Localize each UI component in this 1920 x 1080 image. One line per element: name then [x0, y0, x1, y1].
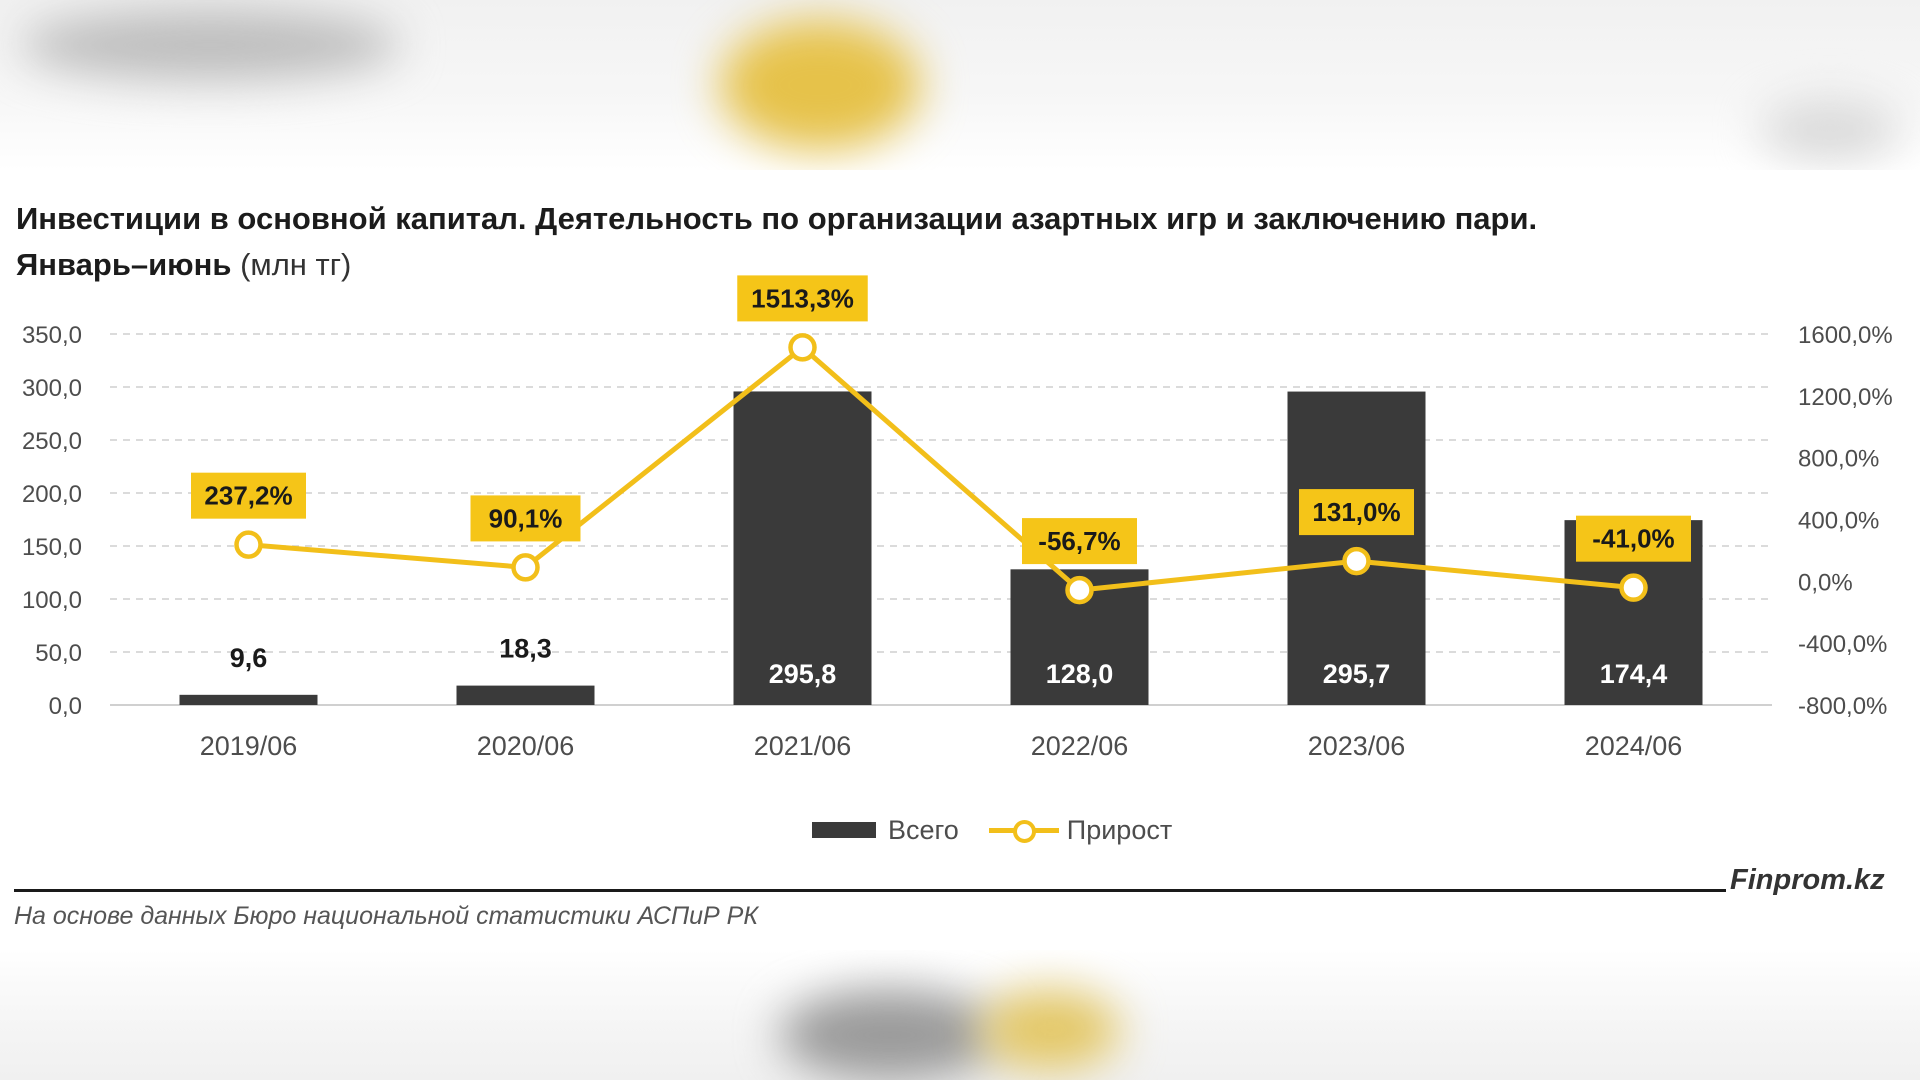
legend-line-swatch: [988, 820, 1059, 843]
x-tick-label: 2023/06: [1308, 731, 1406, 761]
bar: [179, 694, 318, 705]
growth-label: -56,7%: [1038, 526, 1120, 556]
growth-label: 237,2%: [204, 481, 292, 511]
y-right-tick-label: -400,0%: [1798, 631, 1887, 658]
growth-label-box: [470, 495, 581, 542]
x-tick-label: 2019/06: [200, 731, 298, 761]
bar-value-label: 18,3: [499, 634, 552, 664]
growth-label: -41,0%: [1592, 524, 1674, 554]
y-left-tick-label: 350,0: [22, 322, 82, 349]
bar-value-label: 295,8: [769, 659, 837, 689]
growth-label-box: [737, 275, 868, 322]
blurred-logo-left: [20, 10, 400, 80]
y-left-tick-label: 150,0: [22, 534, 82, 561]
y-right-tick-label: -800,0%: [1798, 693, 1887, 720]
y-left-tick-label: 100,0: [22, 587, 82, 614]
growth-line: [248, 344, 1634, 593]
growth-label: 90,1%: [489, 503, 563, 533]
legend-bar-label: Всего: [888, 814, 959, 845]
blurred-corner-shape: [1760, 100, 1900, 160]
y-left-tick-label: 200,0: [22, 481, 82, 508]
legend-line-label: Прирост: [1066, 814, 1173, 845]
growth-point: [511, 553, 540, 582]
x-tick-label: 2022/06: [1031, 731, 1129, 761]
chart-title-period: Январь–июнь: [16, 247, 232, 282]
x-tick-label: 2021/06: [754, 731, 852, 761]
growth-label-box: [1022, 518, 1137, 565]
y-left-tick-label: 250,0: [22, 428, 82, 455]
chart-legend: Всего Прирост: [812, 812, 1172, 848]
y-right-tick-label: 400,0%: [1798, 508, 1879, 535]
bar-value-label: 174,4: [1600, 659, 1668, 689]
blurred-page-header: [0, 0, 1920, 170]
growth-label: 1513,3%: [751, 283, 854, 313]
growth-label-box: [191, 472, 306, 519]
blurred-footer-shape: [780, 990, 1000, 1080]
y-left-tick-label: 50,0: [35, 640, 82, 667]
growth-label: 131,0%: [1312, 497, 1400, 527]
growth-label-box: [1299, 489, 1414, 536]
y-left-tick-label: 300,0: [22, 375, 82, 402]
footer-divider: [14, 889, 1726, 892]
bar: [456, 685, 595, 705]
combo-chart: 0,0 50,0 100,0 150,0 200,0 250,0 300,0 350,0 -80…: [22, 275, 1893, 761]
chart-title-unit: (млн тг): [240, 247, 352, 282]
y-right-tick-label: 1200,0%: [1798, 384, 1893, 411]
x-tick-label: 2020/06: [477, 731, 575, 761]
growth-point: [234, 530, 263, 559]
growth-label-box: [1576, 515, 1691, 562]
blurred-page-footer: [0, 950, 1920, 1080]
bar-value-label: 295,7: [1323, 659, 1391, 689]
blurred-footer-accent: [980, 990, 1120, 1070]
y-right-tick-label: 800,0%: [1798, 446, 1879, 473]
growth-point: [1065, 575, 1094, 605]
bar: [733, 391, 872, 705]
chart-title: Инвестиции в основной капитал. Деятельно…: [16, 196, 1896, 288]
growth-point: [1342, 546, 1371, 576]
chart-title-line1: Инвестиции в основной капитал. Деятельно…: [16, 201, 1538, 236]
y-left-tick-label: 0,0: [49, 693, 82, 720]
blurred-logo-center: [720, 20, 920, 150]
y-right-tick-label: 0,0%: [1798, 569, 1853, 596]
bar-value-label: 9,6: [230, 643, 268, 673]
source-note: На основе данных Бюро национальной стати…: [14, 902, 759, 930]
x-tick-label: 2024/06: [1585, 731, 1683, 761]
legend-bar-swatch: [812, 822, 876, 838]
growth-point: [788, 333, 817, 362]
bar-value-label: 128,0: [1046, 659, 1114, 689]
y-right-tick-label: 1600,0%: [1798, 322, 1893, 349]
brand-logo-text[interactable]: Finprom.kz: [1730, 864, 1885, 896]
growth-point: [1619, 573, 1648, 602]
